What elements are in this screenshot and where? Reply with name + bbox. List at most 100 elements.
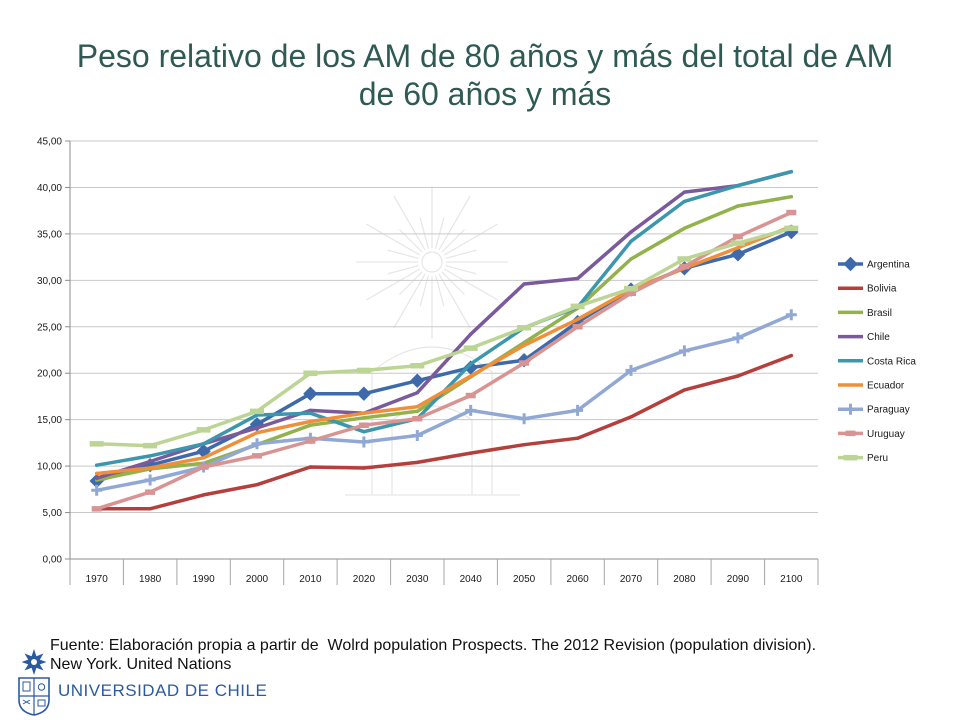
point-uruguay-2050: [519, 360, 530, 366]
point-costa-rica-1990: [201, 442, 206, 446]
point-peru-2000: [250, 408, 264, 415]
point-peru-2100: [784, 225, 799, 232]
point-chile-2000: [255, 426, 259, 430]
legend: Argentina Bolivia Brasil Chile Costa Rica Ecu…: [838, 256, 916, 464]
legend-item-ecuador: Ecuador: [838, 381, 905, 392]
series-uruguay: [91, 209, 797, 512]
legend-label-bolivia: Bolivia: [867, 284, 897, 295]
watermark-stroke: [438, 195, 471, 251]
point-uruguay-2030: [412, 416, 423, 422]
legend-item-costa-rica: Costa Rica: [838, 356, 916, 367]
point-argentina-2090: [730, 247, 746, 262]
point-brasil-2030: [415, 409, 419, 413]
watermark-stroke: [365, 223, 421, 256]
legend-item-peru: Peru: [838, 453, 888, 464]
point-argentina-2010: [303, 386, 318, 401]
point-peru-2080: [677, 256, 692, 262]
y-tick-label: 5,00: [43, 508, 63, 519]
point-uruguay-2020: [358, 422, 369, 428]
x-tick-label: 2020: [353, 574, 376, 585]
legend-marker-uruguay: [845, 430, 856, 437]
source-line: New York. United Nations: [50, 656, 232, 673]
x-tick-label: 1990: [192, 574, 215, 585]
watermark-stroke: [435, 217, 445, 249]
x-tick-label: 2030: [406, 574, 429, 585]
x-tick-label: 1970: [86, 574, 109, 585]
watermark-stroke: [393, 195, 426, 251]
point-uruguay-2090: [732, 233, 743, 240]
point-paraguay-2020: [358, 436, 370, 448]
point-peru-1970: [89, 441, 104, 447]
point-bolivia-2050: [522, 443, 526, 447]
legend-label-costa-rica: Costa Rica: [867, 356, 916, 367]
point-peru-1990: [196, 427, 211, 433]
chart-title: Peso relativo de los AM de 80 años y más…: [76, 38, 894, 112]
point-paraguay-2100: [785, 309, 797, 321]
point-costa-rica-1980: [148, 454, 152, 458]
point-ecuador-2010: [308, 419, 313, 424]
watermark-stroke: [419, 217, 429, 249]
point-bolivia-2080: [682, 388, 687, 392]
point-costa-rica-2020: [362, 430, 366, 434]
point-ecuador-1970: [95, 471, 99, 476]
watermark-stroke: [445, 265, 477, 275]
watermark-stroke: [365, 268, 421, 301]
y-tick-label: 45,00: [37, 137, 62, 148]
x-tick-label: 2040: [460, 574, 483, 585]
x-tick-label: 2050: [513, 574, 536, 585]
watermark-stroke: [441, 229, 465, 253]
series-group: [89, 169, 799, 512]
point-chile-2070: [629, 230, 633, 234]
source-note: Fuente: Elaboración propia a partir de W…: [50, 636, 816, 674]
watermark-stroke: [445, 249, 477, 259]
point-peru-2040: [463, 345, 478, 351]
point-paraguay-2090: [732, 332, 744, 344]
point-bolivia-2030: [415, 460, 419, 465]
point-paraguay-2070: [625, 364, 637, 376]
legend-marker-peru: [843, 454, 858, 461]
point-bolivia-2070: [629, 415, 633, 419]
point-peru-2060: [570, 303, 585, 310]
point-peru-2070: [624, 285, 638, 292]
point-paraguay-2060: [572, 404, 584, 416]
point-paraguay-1980: [144, 474, 156, 486]
point-brasil-2070: [629, 257, 633, 261]
point-uruguay-2000: [252, 453, 262, 459]
point-brasil-2090: [736, 204, 740, 208]
x-tick-label: 2090: [727, 574, 750, 585]
point-chile-2080: [682, 190, 687, 194]
x-tick-label: 2010: [299, 574, 322, 585]
point-chile-2040: [469, 332, 473, 336]
point-ecuador-2090: [736, 246, 740, 250]
x-tick-label: 2070: [620, 574, 643, 585]
point-ecuador-2000: [255, 431, 259, 435]
x-tick-label: 2060: [566, 574, 589, 585]
point-costa-rica-2100: [789, 170, 793, 174]
point-paraguay-2040: [465, 404, 477, 416]
point-costa-rica-2090: [736, 183, 740, 188]
series-paraguay: [91, 309, 797, 496]
x-axis-ticks: 1970 1980 1990 2000 2010 2020 2030 2040 2050 2060…: [69, 559, 819, 585]
legend-item-paraguay: Paraguay: [838, 403, 910, 416]
series-line-brasil: [94, 194, 794, 482]
point-peru-2050: [517, 325, 532, 331]
point-bolivia-2100: [789, 353, 793, 358]
legend-marker-argentina: [843, 256, 858, 272]
y-tick-label: 0,00: [43, 555, 63, 566]
point-uruguay-2010: [305, 438, 316, 444]
point-peru-2010: [303, 370, 318, 376]
point-paraguay-1970: [91, 484, 103, 496]
point-argentina-2020: [356, 386, 372, 401]
watermark-stroke: [393, 273, 426, 329]
point-uruguay-1980: [145, 489, 156, 495]
legend-item-bolivia: Bolivia: [838, 284, 897, 295]
y-tick-label: 30,00: [37, 276, 62, 287]
point-bolivia-2060: [575, 436, 580, 440]
point-costa-rica-2000: [255, 413, 259, 417]
point-chile-1980: [148, 459, 152, 464]
point-bolivia-2090: [736, 374, 740, 378]
legend-label-peru: Peru: [867, 453, 888, 464]
point-peru-2020: [356, 367, 371, 374]
point-costa-rica-1970: [95, 463, 99, 467]
university-shield-icon: [18, 649, 50, 716]
